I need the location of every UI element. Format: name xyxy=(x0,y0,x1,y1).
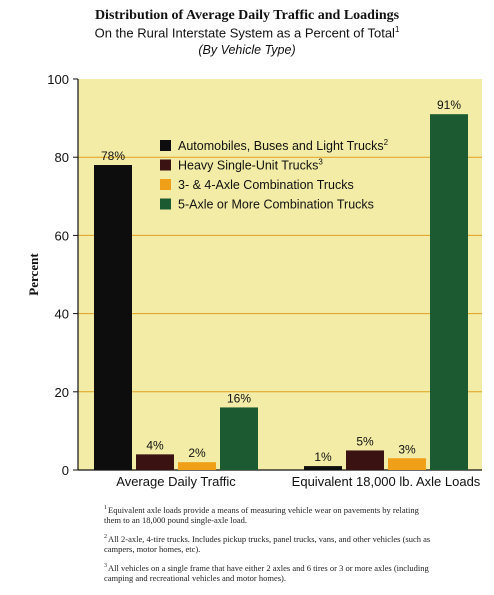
bar-value-label: 78% xyxy=(101,149,125,163)
plot-area xyxy=(78,79,482,470)
footnote-3-marker: 3 xyxy=(104,562,107,569)
bar xyxy=(388,458,426,470)
footnote-2: 2All 2-axle, 4-tire trucks. Includes pic… xyxy=(104,532,434,555)
bar xyxy=(430,114,468,470)
x-category-label: Equivalent 18,000 lb. Axle Loads xyxy=(292,474,481,489)
legend-footnote-marker: 2 xyxy=(384,138,389,147)
y-tick-label: 80 xyxy=(55,150,69,165)
bar-value-label: 16% xyxy=(227,391,251,405)
legend-label: 5-Axle or More Combination Trucks xyxy=(178,198,374,212)
subtitle-text: On the Rural Interstate System as a Perc… xyxy=(94,25,395,41)
legend-swatch xyxy=(160,179,171,190)
subtitle-footnote-marker: 1 xyxy=(394,25,400,34)
bar-chart: 0 20 40 60 80 100 Percent 78% 4% 2% 16% Average Dai… xyxy=(26,72,482,489)
bar-value-label: 1% xyxy=(314,450,332,464)
legend-footnote-marker: 3 xyxy=(318,158,323,167)
bar-value-label: 2% xyxy=(188,446,206,460)
bar xyxy=(346,450,384,470)
footnote-1: 1Equivalent axle loads provide a means o… xyxy=(104,503,434,526)
bar-value-label: 3% xyxy=(398,442,416,456)
bar xyxy=(304,466,342,470)
bar-value-label: 91% xyxy=(437,98,461,112)
footnote-3: 3All vehicles on a single frame that hav… xyxy=(104,561,434,584)
chart-subtitle-vehicle-type: (By Vehicle Type) xyxy=(198,43,296,57)
legend-label: Heavy Single-Unit Trucks3 xyxy=(178,158,323,173)
chart-title: Distribution of Average Daily Traffic an… xyxy=(94,8,400,23)
bar xyxy=(178,462,216,470)
legend-swatch xyxy=(160,198,171,210)
legend-swatch xyxy=(160,159,171,171)
y-tick-label: 20 xyxy=(55,385,69,400)
chart-subtitle: On the Rural Interstate System as a Perc… xyxy=(0,25,494,40)
bar xyxy=(94,165,132,470)
legend-label: 3- & 4-Axle Combination Trucks xyxy=(178,178,354,192)
footnotes: 1Equivalent axle loads provide a means o… xyxy=(104,503,434,589)
bar xyxy=(220,407,258,470)
footnote-2-text: All 2-axle, 4-tire trucks. Includes pick… xyxy=(104,533,431,555)
x-category-label: Average Daily Traffic xyxy=(116,474,236,489)
y-tick-label: 60 xyxy=(55,228,69,243)
y-tick-label: 100 xyxy=(47,72,69,87)
y-tick-label: 40 xyxy=(55,307,69,322)
footnote-2-marker: 2 xyxy=(104,533,107,540)
bar xyxy=(136,454,174,470)
footnote-1-text: Equivalent axle loads provide a means of… xyxy=(104,504,419,526)
legend-label: Automobiles, Buses and Light Trucks2 xyxy=(178,138,389,153)
y-tick-label: 0 xyxy=(62,463,69,478)
footnote-3-text: All vehicles on a single frame that have… xyxy=(104,562,429,583)
bar-value-label: 4% xyxy=(146,438,164,452)
bar-value-label: 5% xyxy=(356,434,374,448)
legend-swatch xyxy=(160,140,171,151)
y-axis-label: Percent xyxy=(26,253,41,296)
footnote-1-marker: 1 xyxy=(104,505,107,511)
